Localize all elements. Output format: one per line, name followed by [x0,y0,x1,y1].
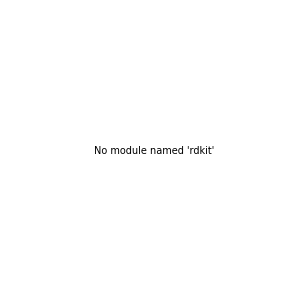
Text: No module named 'rdkit': No module named 'rdkit' [94,146,214,157]
